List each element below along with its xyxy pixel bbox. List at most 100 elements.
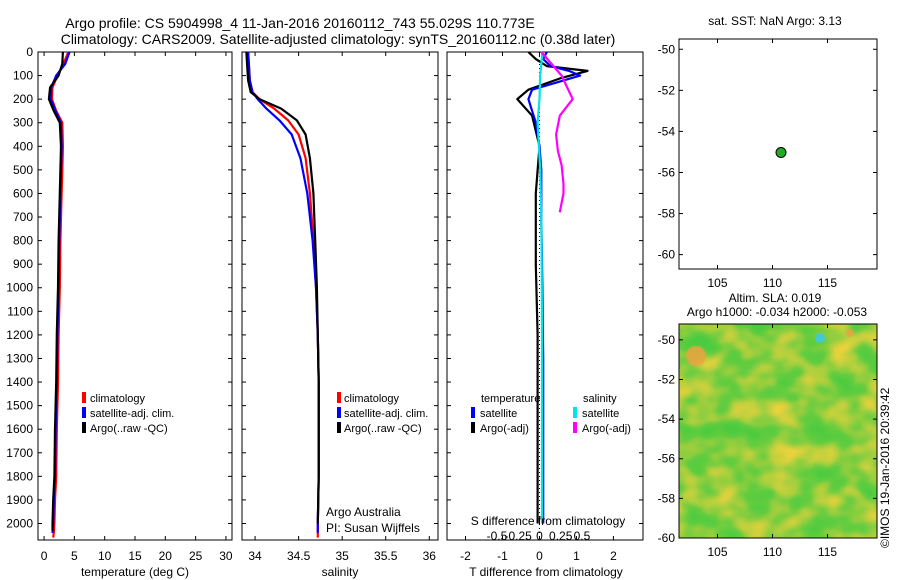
depth-axis-labels: 0 100 200 300 400 500 600 700 800 900 1000 1100 1200…: [6, 45, 33, 530]
x-tick-label: -1: [497, 549, 508, 563]
legend-label: Argo(..raw -QC): [344, 423, 422, 435]
legend-label: satellite-adj. clim.: [90, 408, 174, 420]
legend-swatch: [337, 422, 341, 433]
x-tick-label: 35.5: [374, 549, 398, 563]
legend-label: climatology: [90, 393, 146, 405]
sst-panel-title: sat. SST: NaN Argo: 3.13: [708, 14, 842, 28]
depth-tick-label: 900: [13, 257, 33, 271]
argo-australia-note: Argo Australia: [326, 505, 401, 519]
argo-position-marker: [775, 147, 787, 159]
x-tick-label: 15: [128, 549, 142, 563]
map-x-tick-label: 115: [818, 276, 837, 290]
map-x-tick-label: 105: [707, 545, 727, 559]
legend-swatch: [471, 407, 475, 418]
s-tick-label: 0.25: [549, 529, 573, 543]
legend-swatch: [471, 422, 475, 433]
imos-stamp: ©IMOS 19-Jan-2016 20:39:42: [878, 387, 892, 548]
map-x-tick-label: 115: [818, 545, 837, 559]
series-line: [50, 51, 70, 538]
map-y-tick-label: -52: [658, 83, 676, 97]
map-y-tick-label: -50: [658, 333, 676, 347]
difference-panel-frame: [446, 51, 644, 541]
x-tick-label: -2: [460, 549, 471, 563]
depth-tick-label: 600: [13, 186, 33, 200]
series-line: [540, 51, 574, 213]
legend-swatch: [573, 407, 577, 418]
legend-title: salinity: [583, 393, 617, 405]
salinity-panel-frame: [241, 51, 439, 541]
sla-panel-subtitle: Argo h1000: -0.034 h2000: -0.053: [687, 305, 867, 319]
map-y-tick-label: -56: [658, 165, 676, 179]
sst-map-frame: [678, 38, 878, 270]
map-y-tick-label: -60: [658, 248, 676, 262]
x-tick-label: 25: [189, 549, 203, 563]
figure-title-line1: Argo profile: CS 5904998_4 11-Jan-2016 2…: [65, 15, 534, 31]
x-tick-label: 0: [41, 549, 48, 563]
depth-tick-label: 300: [13, 116, 33, 130]
x-tick-label: 2: [610, 549, 617, 563]
s-tick-label: 0.5: [574, 529, 591, 543]
s-tick-label: 0: [536, 529, 543, 543]
sla-map-axes: 105 110 115 -50 -52 -54 -56 -58 -60: [658, 324, 877, 559]
s-difference-axis-label: S difference from climatology: [471, 514, 626, 528]
pi-note: PI: Susan Wijffels: [326, 521, 420, 535]
s-tick-label: -0.25: [505, 529, 533, 543]
depth-tick-label: 1500: [6, 399, 33, 413]
series-line: [47, 51, 64, 531]
x-tick-label: 34.5: [287, 549, 311, 563]
depth-tick-label: 100: [13, 69, 33, 83]
salinity-axis-label: salinity: [322, 565, 359, 579]
x-tick-label: 5: [71, 549, 78, 563]
map-y-tick-label: -60: [658, 531, 676, 545]
map-y-tick-label: -52: [658, 372, 676, 386]
difference-panel: -2 -1 0 1 2 -0.5-0.25 0 0.25 0.5 temperature salin…: [447, 51, 643, 563]
map-y-tick-label: -58: [658, 207, 676, 221]
legend-swatch: [337, 407, 341, 418]
depth-tick-label: 200: [13, 92, 33, 106]
figure-title-line2: Climatology: CARS2009. Satellite-adjuste…: [61, 31, 616, 47]
depth-tick-label: 0: [26, 45, 33, 59]
temperature-panel-frame: [37, 51, 233, 541]
x-tick-label: 0: [536, 549, 543, 563]
depth-tick-label: 1100: [7, 304, 33, 318]
x-tick-label: 1: [573, 549, 580, 563]
legend-label: satellite-adj. clim.: [344, 408, 428, 420]
sla-heatmap: [679, 324, 877, 538]
series-line: [245, 51, 320, 524]
depth-tick-label: 1300: [6, 351, 33, 365]
depth-tick-label: 1000: [6, 281, 33, 295]
map-y-tick-label: -56: [658, 452, 676, 466]
series-line: [247, 51, 320, 533]
map-x-tick-label: 105: [707, 276, 727, 290]
series-line: [516, 51, 589, 524]
depth-tick-label: 1400: [6, 375, 33, 389]
map-y-tick-label: -54: [658, 412, 676, 426]
legend-label: satellite: [480, 408, 517, 420]
legend-title: temperature: [481, 393, 540, 405]
temperature-panel: 0 5 10 15 20 25 30 climatology satellite-adj. cl…: [38, 51, 233, 563]
legend-label: climatology: [344, 393, 400, 405]
depth-tick-label: 1600: [6, 422, 33, 436]
x-tick-label: 30: [219, 549, 233, 563]
salinity-panel: 34 34.5 35 35.5 36 climatology satellite-adj. …: [242, 51, 438, 563]
depth-tick-label: 1200: [6, 328, 33, 342]
depth-tick-label: 400: [13, 139, 33, 153]
legend-label: Argo(-adj): [480, 423, 529, 435]
depth-tick-label: 800: [13, 234, 33, 248]
depth-tick-label: 2000: [6, 516, 33, 530]
legend-swatch: [573, 422, 577, 433]
depth-tick-label: 1900: [6, 493, 33, 507]
s-tick-label: -0.5: [487, 529, 508, 543]
legend-swatch: [82, 422, 86, 433]
depth-tick-label: 1800: [6, 469, 33, 483]
depth-tick-label: 500: [13, 163, 33, 177]
x-tick-label: 34: [248, 549, 262, 563]
sla-map-frame: [678, 323, 878, 539]
t-difference-axis-label: T difference from climatology: [469, 565, 623, 579]
depth-tick-label: 1700: [6, 446, 33, 460]
legend-label: Argo(-adj): [582, 423, 631, 435]
legend-swatch: [337, 392, 341, 403]
map-y-tick-label: -50: [658, 42, 676, 56]
sst-map-panel: 105 110 115 -50 -52 -54 -56 -58 -60: [658, 39, 877, 290]
